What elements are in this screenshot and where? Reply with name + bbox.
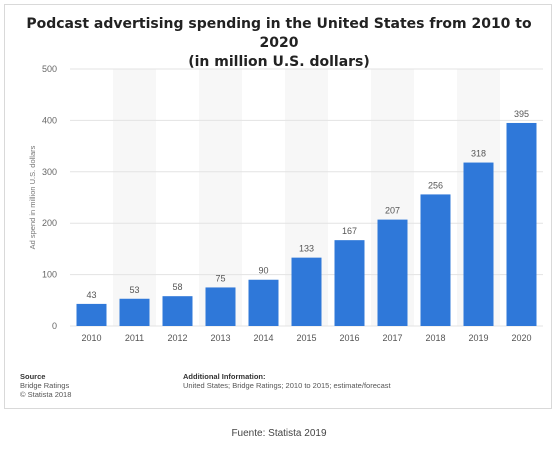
x-tick-label: 2015 xyxy=(296,333,316,343)
data-label: 43 xyxy=(86,290,96,300)
figure-caption: Fuente: Statista 2019 xyxy=(231,428,327,439)
bar xyxy=(119,298,150,326)
bar xyxy=(506,122,537,326)
bar xyxy=(162,296,193,326)
chart-title-line2: (in million U.S. dollars) xyxy=(188,54,370,70)
additional-info-text: United States; Bridge Ratings; 2010 to 2… xyxy=(183,381,391,390)
column-band xyxy=(199,69,242,326)
source-block: Source Bridge Ratings © Statista 2018 xyxy=(20,372,71,399)
bar xyxy=(463,162,494,326)
data-label: 58 xyxy=(172,282,182,292)
x-tick-label: 2010 xyxy=(81,333,101,343)
source-line2: © Statista 2018 xyxy=(20,390,72,399)
x-tick-label: 2011 xyxy=(125,333,144,343)
y-tick-label: 300 xyxy=(42,167,57,177)
data-label: 53 xyxy=(129,285,139,295)
data-label: 167 xyxy=(342,226,357,236)
y-tick-label: 0 xyxy=(52,321,57,331)
source-line1: Bridge Ratings xyxy=(20,381,70,390)
x-tick-label: 2014 xyxy=(253,333,273,343)
y-tick-label: 400 xyxy=(42,115,57,125)
bar xyxy=(205,287,236,326)
bar xyxy=(248,279,279,326)
data-label: 207 xyxy=(385,206,400,216)
data-label: 395 xyxy=(514,109,529,119)
chart-title-line1: Podcast advertising spending in the Unit… xyxy=(26,16,532,51)
bar xyxy=(377,219,408,326)
data-label: 75 xyxy=(215,273,225,283)
x-tick-label: 2013 xyxy=(210,333,230,343)
data-label: 318 xyxy=(471,149,486,159)
column-band xyxy=(113,69,156,326)
chart-title: Podcast advertising spending in the Unit… xyxy=(5,15,553,72)
data-label: 256 xyxy=(428,180,443,190)
additional-info-block: Additional Information: United States; B… xyxy=(183,372,391,390)
y-tick-label: 200 xyxy=(42,218,57,228)
y-axis-label: Ad spend in million U.S. dollars xyxy=(28,145,37,249)
y-tick-label: 100 xyxy=(42,270,57,280)
bar-chart: 0 100 200 300 400 500 Ad spend in million U.S.… xyxy=(28,64,543,343)
x-tick-label: 2018 xyxy=(425,333,445,343)
bar xyxy=(291,257,322,326)
y-tick-label: 500 xyxy=(42,64,57,74)
bar xyxy=(76,303,107,326)
bar xyxy=(420,194,451,326)
source-heading: Source xyxy=(20,372,46,381)
data-label: 133 xyxy=(299,244,314,254)
chart-card: Podcast advertising spending in the Unit… xyxy=(4,4,552,409)
data-label: 90 xyxy=(258,266,268,276)
x-tick-label: 2012 xyxy=(167,333,187,343)
x-tick-label: 2017 xyxy=(382,333,402,343)
bar xyxy=(334,240,365,326)
additional-info-heading: Additional Information: xyxy=(183,372,266,381)
x-tick-label: 2019 xyxy=(468,333,488,343)
x-tick-label: 2020 xyxy=(511,333,531,343)
x-tick-label: 2016 xyxy=(339,333,359,343)
